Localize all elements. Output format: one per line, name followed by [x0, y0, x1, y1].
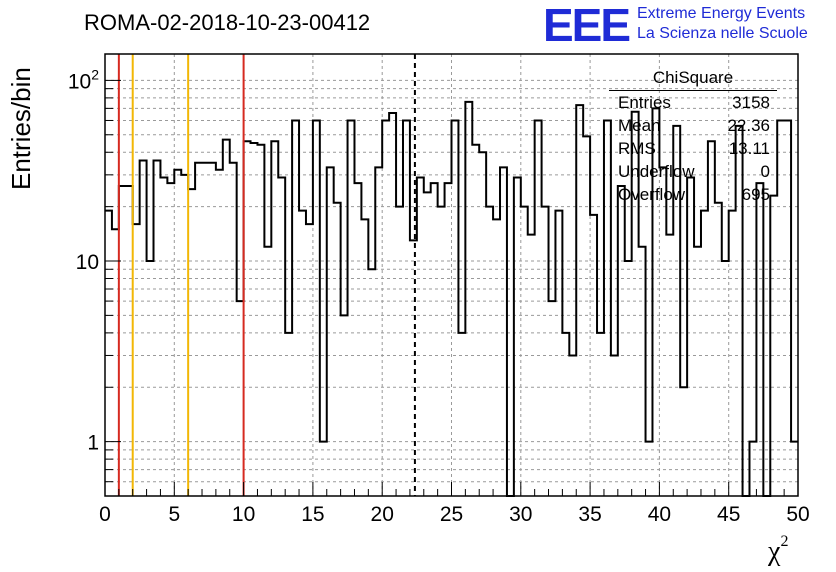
x-tick-label: 45: [717, 503, 740, 526]
stats-row-rms: RMS 13.11: [609, 137, 777, 160]
chart-title: ROMA-02-2018-10-23-00412: [84, 10, 371, 35]
histogram-series: [105, 100, 798, 497]
stats-value: 13.11: [728, 139, 770, 158]
stats-value: 0: [760, 162, 770, 181]
x-tick-label: 40: [648, 503, 671, 526]
x-axis-label-text: χ: [768, 536, 781, 567]
x-tick-label: 25: [440, 503, 463, 526]
stats-label: Mean: [618, 116, 661, 135]
x-tick-label: 35: [578, 503, 601, 526]
stats-header: ChiSquare: [609, 68, 777, 91]
stats-value: 3158: [732, 93, 770, 112]
stats-label: Underflow: [618, 162, 695, 181]
x-tick-label: 30: [509, 503, 532, 526]
stats-value: 22.36: [727, 116, 770, 135]
y-axis-label: Entries/bin: [6, 67, 36, 190]
logo-caption: Extreme Energy Events La Scienza nelle S…: [637, 4, 808, 44]
y-tick-label: 102: [68, 66, 99, 93]
y-tick-label: 10: [76, 251, 99, 274]
stats-row-underflow: Underflow 0: [609, 160, 777, 183]
stats-row-entries: Entries 3158: [609, 91, 777, 114]
x-axis-label: χ2: [768, 532, 789, 568]
stats-row-overflow: Overflow 695: [609, 183, 777, 206]
x-tick-label: 15: [301, 503, 324, 526]
x-axis-label-sup: 2: [780, 532, 789, 550]
x-tick-label: 50: [786, 503, 809, 526]
stats-label: RMS: [618, 139, 656, 158]
x-tick-label: 10: [232, 503, 255, 526]
stats-row-mean: Mean 22.36: [609, 114, 777, 137]
x-tick-label: 0: [99, 503, 111, 526]
logo-caption-line2: La Scienza nelle Scuole: [637, 25, 808, 42]
x-tick-label: 5: [168, 503, 180, 526]
stats-value: 695: [741, 185, 770, 204]
y-tick-label: 1: [87, 432, 99, 455]
x-tick-label: 20: [371, 503, 394, 526]
logo-caption-line1: Extreme Energy Events: [637, 5, 806, 22]
stats-label: Entries: [618, 93, 671, 112]
stats-box: ChiSquare Entries 3158 Mean 22.36 RMS 13.11…: [609, 68, 777, 206]
eee-logo: EEE: [543, 0, 631, 51]
stats-label: Overflow: [618, 185, 686, 204]
